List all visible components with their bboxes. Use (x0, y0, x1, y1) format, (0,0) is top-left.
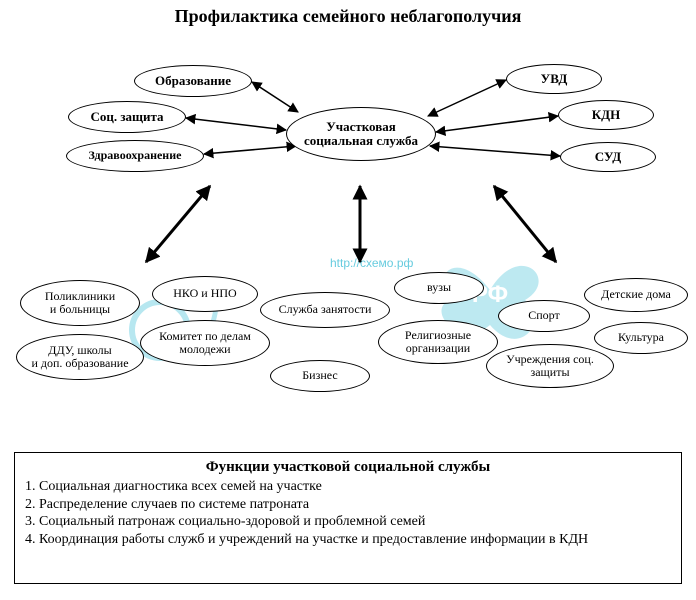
node-vuz: вузы (394, 272, 484, 304)
node-soc: Соц. защита (68, 101, 186, 133)
node-relig: Религиозныеорганизации (378, 320, 498, 364)
watermark-url: http://схемо.рф (330, 256, 413, 270)
node-label-kultura: Культура (618, 331, 664, 344)
node-label-nko: НКО и НПО (173, 287, 236, 300)
edge-uvd-center (428, 80, 506, 116)
node-label-sud: СУД (595, 150, 621, 164)
node-label-soc: Соц. защита (90, 110, 163, 124)
function-item-1: 1. Социальная диагностика всех семей на … (25, 478, 671, 496)
node-label-relig: Религиозныеорганизации (405, 329, 471, 355)
functions-title: Функции участковой социальной службы (25, 459, 671, 476)
node-label-ddu: ДДУ, школыи доп. образование (31, 344, 128, 370)
node-uvd: УВД (506, 64, 602, 94)
node-detdom: Детские дома (584, 278, 688, 312)
node-label-komit: Комитет по деламмолодежи (159, 330, 251, 356)
node-komit: Комитет по деламмолодежи (140, 320, 270, 366)
node-polik: Поликлиникии больницы (20, 280, 140, 326)
function-item-2: 2. Распределение случаев по системе патр… (25, 496, 671, 514)
node-label-health: Здравоохранение (89, 149, 182, 162)
node-label-kdn: КДН (592, 108, 620, 122)
big-arrow-1 (146, 186, 210, 262)
node-sport: Спорт (498, 300, 590, 332)
function-item-3: 3. Социальный патронаж социально-здорово… (25, 513, 671, 531)
node-health: Здравоохранение (66, 140, 204, 172)
node-label-edu: Образование (155, 74, 231, 88)
node-label-detdom: Детские дома (601, 288, 671, 301)
node-zanyat: Служба занятости (260, 292, 390, 328)
edge-soc-center (186, 118, 286, 130)
node-nko: НКО и НПО (152, 276, 258, 312)
edge-edu-center (252, 82, 298, 112)
node-label-sport: Спорт (528, 309, 560, 322)
edge-kdn-center (436, 116, 558, 132)
node-edu: Образование (134, 65, 252, 97)
node-label-soczash: Учреждения соц.защиты (506, 353, 594, 379)
page-title: Профилактика семейного неблагополучия (0, 6, 696, 27)
edge-health-center (204, 146, 296, 154)
node-ddu: ДДУ, школыи доп. образование (16, 334, 144, 380)
node-label-biznes: Бизнес (302, 369, 337, 382)
node-label-polik: Поликлиникии больницы (45, 290, 115, 316)
functions-box: Функции участковой социальной службы 1. … (14, 452, 682, 584)
node-label-vuz: вузы (427, 281, 451, 294)
node-sud: СУД (560, 142, 656, 172)
node-label-zanyat: Служба занятости (279, 303, 372, 316)
node-biznes: Бизнес (270, 360, 370, 392)
function-item-4: 4. Координация работы служб и учреждений… (25, 531, 671, 549)
node-soczash: Учреждения соц.защиты (486, 344, 614, 388)
node-label-uvd: УВД (541, 72, 568, 86)
node-center: Участковаясоциальная служба (286, 107, 436, 161)
node-kdn: КДН (558, 100, 654, 130)
node-label-center: Участковаясоциальная служба (304, 120, 418, 149)
node-kultura: Культура (594, 322, 688, 354)
edge-sud-center (430, 146, 560, 156)
